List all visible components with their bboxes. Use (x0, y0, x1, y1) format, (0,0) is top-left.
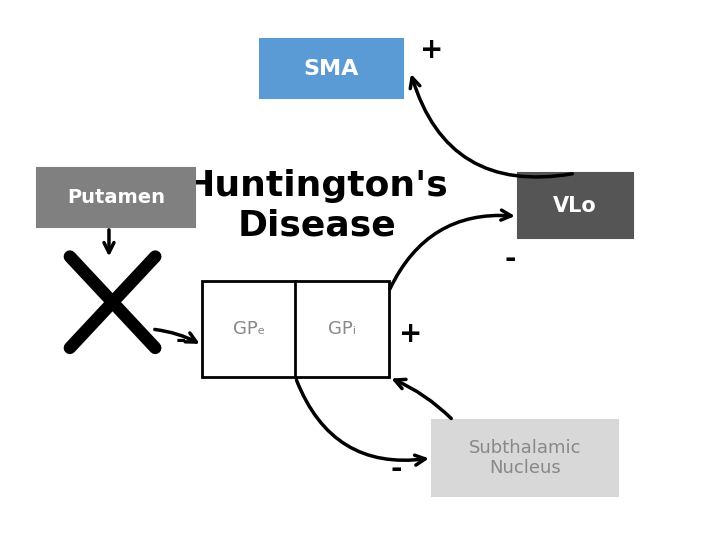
FancyBboxPatch shape (202, 281, 389, 377)
Text: +: + (420, 36, 444, 64)
Text: Huntington's
Disease: Huntington's Disease (185, 169, 449, 242)
FancyBboxPatch shape (37, 168, 195, 227)
FancyBboxPatch shape (260, 39, 403, 98)
Text: SMA: SMA (304, 58, 359, 78)
Text: GPₑ: GPₑ (233, 320, 265, 338)
Text: VLo: VLo (553, 195, 597, 215)
Text: Subthalamic
Nucleus: Subthalamic Nucleus (469, 438, 581, 477)
Text: Putamen: Putamen (67, 188, 165, 207)
Text: -: - (176, 328, 186, 352)
Text: -: - (505, 245, 516, 273)
FancyBboxPatch shape (518, 173, 633, 238)
Text: +: + (398, 320, 422, 348)
FancyBboxPatch shape (432, 421, 618, 496)
Text: -: - (390, 455, 402, 483)
Text: GPᵢ: GPᵢ (328, 320, 356, 338)
